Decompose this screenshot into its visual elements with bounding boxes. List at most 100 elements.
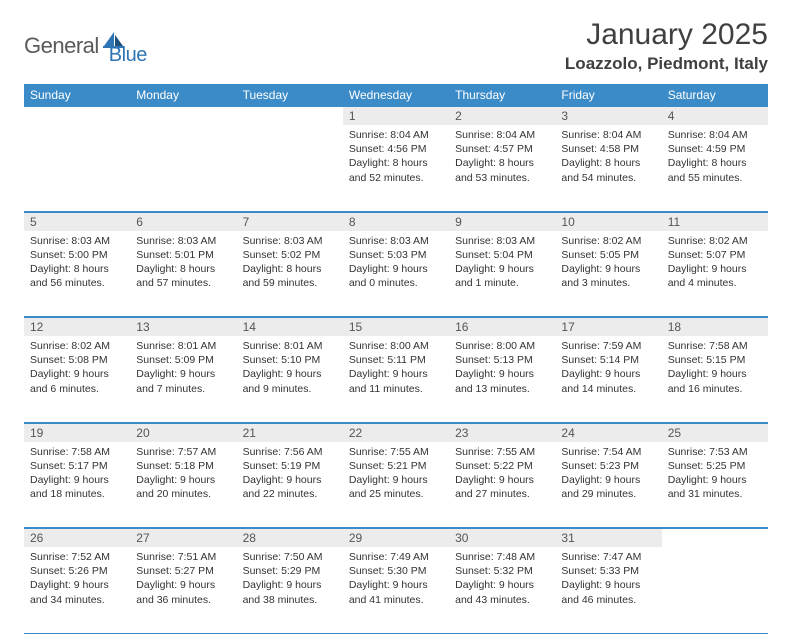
detail-line: Sunset: 5:02 PM [243,248,337,262]
day-details: Sunrise: 8:02 AMSunset: 5:05 PMDaylight:… [555,231,661,295]
detail-line: and 57 minutes. [136,276,230,290]
daynum-row: 262728293031 [24,528,768,548]
day-cell: Sunrise: 8:03 AMSunset: 5:01 PMDaylight:… [130,231,236,317]
day-details: Sunrise: 7:56 AMSunset: 5:19 PMDaylight:… [237,442,343,506]
detail-line: Daylight: 9 hours [561,262,655,276]
day-cell: Sunrise: 8:04 AMSunset: 4:59 PMDaylight:… [662,125,768,211]
day-cell: Sunrise: 7:52 AMSunset: 5:26 PMDaylight:… [24,547,130,633]
detail-line: and 7 minutes. [136,382,230,396]
detail-line: Sunrise: 8:03 AM [136,234,230,248]
detail-line: Sunset: 5:33 PM [561,564,655,578]
detail-line: Daylight: 9 hours [136,578,230,592]
day-details: Sunrise: 8:01 AMSunset: 5:09 PMDaylight:… [130,336,236,400]
detail-line: Daylight: 9 hours [668,473,762,487]
detail-line: Daylight: 9 hours [561,473,655,487]
day-number [24,106,130,125]
detail-line: and 36 minutes. [136,593,230,607]
day-number: 8 [343,212,449,231]
day-cell: Sunrise: 8:04 AMSunset: 4:56 PMDaylight:… [343,125,449,211]
detail-line: Daylight: 9 hours [243,473,337,487]
detail-line: and 22 minutes. [243,487,337,501]
detail-line: and 20 minutes. [136,487,230,501]
calendar-table: SundayMondayTuesdayWednesdayThursdayFrid… [24,84,768,634]
location-label: Loazzolo, Piedmont, Italy [565,54,768,74]
detail-line: Daylight: 9 hours [349,262,443,276]
day-cell: Sunrise: 7:55 AMSunset: 5:22 PMDaylight:… [449,442,555,528]
detail-line: and 38 minutes. [243,593,337,607]
detail-line: Sunset: 5:19 PM [243,459,337,473]
day-details: Sunrise: 8:04 AMSunset: 4:57 PMDaylight:… [449,125,555,189]
detail-line: Daylight: 9 hours [30,367,124,381]
day-number: 15 [343,317,449,336]
detail-line: Sunset: 5:32 PM [455,564,549,578]
logo-word2: Blue [109,44,147,67]
detail-line: Sunset: 5:25 PM [668,459,762,473]
detail-line: Sunrise: 7:48 AM [455,550,549,564]
day-number: 20 [130,423,236,442]
detail-line: Sunrise: 8:04 AM [668,128,762,142]
day-number-cell: 22 [343,422,449,442]
detail-line: Sunrise: 8:01 AM [243,339,337,353]
day-cell: Sunrise: 8:03 AMSunset: 5:04 PMDaylight:… [449,231,555,317]
detail-line: Daylight: 9 hours [668,262,762,276]
day-number: 6 [130,212,236,231]
day-number: 18 [662,317,768,336]
day-number-cell: 19 [24,422,130,442]
day-cell [662,547,768,633]
day-number [130,106,236,125]
detail-line: Daylight: 9 hours [243,367,337,381]
detail-line: Daylight: 8 hours [561,156,655,170]
day-header: Friday [555,84,661,106]
day-number-cell: 28 [237,528,343,548]
detail-line: Daylight: 9 hours [30,578,124,592]
day-cell: Sunrise: 7:57 AMSunset: 5:18 PMDaylight:… [130,442,236,528]
day-number: 4 [662,106,768,125]
day-cell: Sunrise: 7:59 AMSunset: 5:14 PMDaylight:… [555,336,661,422]
day-number: 29 [343,528,449,547]
detail-line: Daylight: 8 hours [243,262,337,276]
detail-line: Daylight: 9 hours [136,473,230,487]
detail-line: Daylight: 9 hours [455,473,549,487]
detail-line: Sunset: 5:07 PM [668,248,762,262]
detail-line: and 4 minutes. [668,276,762,290]
day-number: 19 [24,423,130,442]
detail-line: Sunrise: 8:00 AM [455,339,549,353]
detail-line: Sunrise: 7:56 AM [243,445,337,459]
detail-line: and 56 minutes. [30,276,124,290]
detail-line: Daylight: 9 hours [561,578,655,592]
day-details: Sunrise: 8:03 AMSunset: 5:01 PMDaylight:… [130,231,236,295]
detail-line: and 14 minutes. [561,382,655,396]
detail-line: and 34 minutes. [30,593,124,607]
page-header: General Blue January 2025 Loazzolo, Pied… [24,18,768,74]
detail-line: Daylight: 9 hours [30,473,124,487]
day-details: Sunrise: 7:57 AMSunset: 5:18 PMDaylight:… [130,442,236,506]
day-details: Sunrise: 7:50 AMSunset: 5:29 PMDaylight:… [237,547,343,611]
detail-line: Sunset: 5:21 PM [349,459,443,473]
detail-line: Sunrise: 7:55 AM [349,445,443,459]
detail-line: Sunrise: 7:54 AM [561,445,655,459]
day-details: Sunrise: 7:49 AMSunset: 5:30 PMDaylight:… [343,547,449,611]
day-header: Monday [130,84,236,106]
day-number: 5 [24,212,130,231]
day-number-cell: 13 [130,317,236,337]
day-number: 30 [449,528,555,547]
day-number: 23 [449,423,555,442]
detail-line: Sunset: 5:08 PM [30,353,124,367]
detail-line: Sunset: 5:27 PM [136,564,230,578]
day-details: Sunrise: 7:51 AMSunset: 5:27 PMDaylight:… [130,547,236,611]
detail-line: and 27 minutes. [455,487,549,501]
day-cell: Sunrise: 8:02 AMSunset: 5:05 PMDaylight:… [555,231,661,317]
day-header: Tuesday [237,84,343,106]
detail-line: Sunrise: 7:53 AM [668,445,762,459]
detail-line: Daylight: 8 hours [455,156,549,170]
day-body-row: Sunrise: 7:52 AMSunset: 5:26 PMDaylight:… [24,547,768,633]
day-cell: Sunrise: 8:01 AMSunset: 5:09 PMDaylight:… [130,336,236,422]
detail-line: and 53 minutes. [455,171,549,185]
detail-line: Daylight: 9 hours [349,473,443,487]
detail-line: Daylight: 9 hours [349,578,443,592]
day-number: 7 [237,212,343,231]
day-details: Sunrise: 8:04 AMSunset: 4:59 PMDaylight:… [662,125,768,189]
detail-line: Daylight: 9 hours [455,367,549,381]
day-details: Sunrise: 7:52 AMSunset: 5:26 PMDaylight:… [24,547,130,611]
detail-line: and 59 minutes. [243,276,337,290]
